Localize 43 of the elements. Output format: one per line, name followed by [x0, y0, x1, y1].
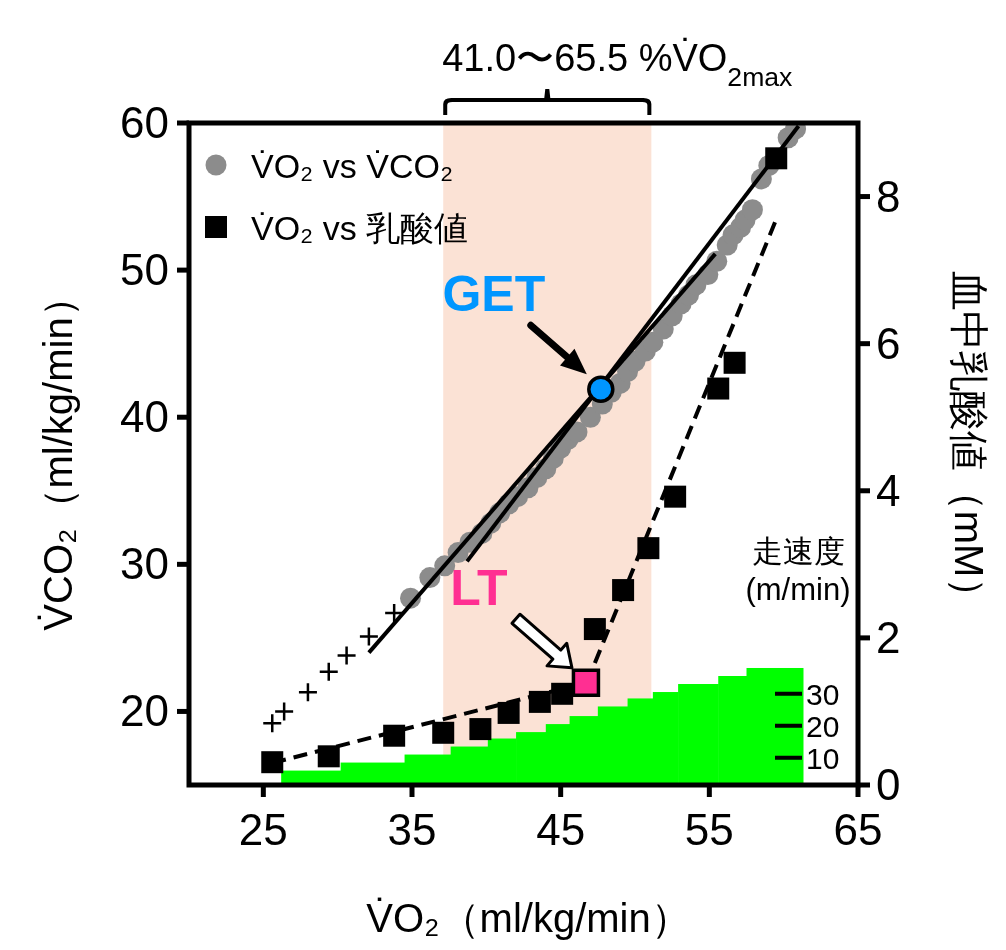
x-tick-label: 55: [684, 805, 734, 854]
point: [664, 485, 687, 508]
x-axis-title: V̇O₂（ml/kg/min）: [366, 896, 691, 940]
point: [336, 645, 357, 666]
point: [587, 375, 615, 404]
band-label: 41.0〜65.5 %V̇O$_{2max}$: [442, 37, 794, 92]
x-tick-label: 25: [238, 805, 288, 854]
point: [262, 712, 283, 734]
series-label: GET: [442, 266, 546, 323]
y-tick-label: 20: [120, 686, 169, 736]
point: [432, 721, 455, 744]
y-tick-label: 30: [120, 539, 169, 589]
y-tick-label: 60: [120, 98, 169, 147]
series-label: LT: [450, 559, 508, 616]
point: [273, 701, 295, 722]
y3-tick-label: 10: [806, 741, 840, 775]
y-axis-title: V̇CO₂（ml/kg/min）: [36, 277, 80, 631]
legend-label: V̇O₂ vs V̇CO₂: [251, 147, 454, 185]
y-tick-label: 50: [120, 245, 169, 295]
y2-tick-label: 8: [876, 171, 901, 221]
point: [741, 199, 763, 221]
y-tick-label: 40: [120, 392, 169, 442]
y2-axis-title: 血中乳酸値（mM）: [947, 270, 991, 618]
point: [707, 377, 730, 400]
point: [261, 751, 284, 774]
y2-tick-label: 6: [876, 318, 901, 368]
point: [497, 701, 520, 724]
x-tick-label: 35: [387, 805, 437, 854]
point: [571, 668, 601, 698]
point: [297, 682, 319, 703]
y2-tick-label: 4: [876, 465, 901, 515]
point: [723, 351, 746, 374]
x-tick-label: 45: [536, 805, 586, 854]
y2-tick-label: 2: [876, 612, 901, 662]
legend-label: V̇O₂ vs 乳酸値: [251, 209, 469, 247]
y3-tick-label: 20: [806, 709, 840, 743]
y3-axis-title: 走速度 (m/min): [745, 534, 851, 607]
point: [765, 147, 788, 170]
point: [583, 618, 606, 641]
point: [358, 626, 380, 647]
y3-tick-label: 30: [806, 677, 840, 711]
point: [469, 718, 492, 741]
point: [318, 661, 339, 682]
